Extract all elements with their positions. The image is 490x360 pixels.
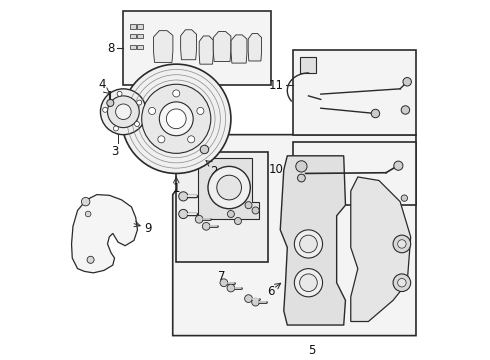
Circle shape [245,202,252,209]
Circle shape [200,145,209,154]
Bar [138,34,143,39]
Bar [130,34,136,39]
Circle shape [300,235,317,253]
Text: 9: 9 [145,222,152,235]
Circle shape [179,210,188,219]
Polygon shape [173,135,416,336]
Circle shape [196,215,203,223]
Circle shape [100,89,147,135]
Polygon shape [280,156,345,325]
Text: 4: 4 [98,78,106,91]
Circle shape [217,175,242,200]
Circle shape [403,77,412,86]
Bar [130,24,136,29]
Circle shape [197,107,204,114]
Text: 1: 1 [172,182,180,195]
Circle shape [208,166,250,209]
Polygon shape [199,36,213,64]
Circle shape [116,104,131,120]
Circle shape [179,192,188,201]
Text: 2: 2 [210,165,217,177]
Bar [293,142,416,205]
Circle shape [167,109,186,129]
Text: 5: 5 [308,345,316,357]
Text: 3: 3 [111,145,118,158]
Polygon shape [231,35,247,63]
Circle shape [220,279,228,287]
Circle shape [148,107,156,114]
Polygon shape [213,32,231,62]
Circle shape [173,90,180,97]
Bar [123,11,271,85]
Circle shape [227,284,235,292]
Circle shape [85,211,91,217]
Circle shape [300,274,317,292]
Circle shape [135,122,140,126]
Circle shape [245,295,252,302]
Circle shape [117,91,122,96]
Polygon shape [72,195,138,273]
Circle shape [114,126,119,131]
Circle shape [297,174,305,182]
Polygon shape [351,177,411,321]
Bar [293,50,416,135]
Circle shape [87,256,94,263]
Circle shape [227,211,234,217]
Text: 7: 7 [219,270,226,283]
Circle shape [81,197,90,206]
Circle shape [394,161,403,170]
Circle shape [398,279,406,287]
Circle shape [107,96,139,127]
Circle shape [142,84,211,153]
Polygon shape [198,158,259,219]
Circle shape [252,298,259,306]
Circle shape [234,217,242,225]
Circle shape [296,161,307,172]
Circle shape [401,195,408,201]
Polygon shape [248,33,262,61]
Text: 6: 6 [267,285,274,298]
Circle shape [122,64,231,174]
Polygon shape [153,31,173,62]
Bar [138,45,143,49]
Circle shape [371,109,380,118]
Circle shape [107,99,114,107]
Circle shape [252,207,259,214]
Circle shape [393,235,411,253]
Circle shape [393,274,411,292]
Circle shape [202,222,210,230]
Circle shape [103,107,108,112]
Bar [138,24,143,29]
Circle shape [188,136,195,143]
Circle shape [158,136,165,143]
Circle shape [294,230,322,258]
Text: 10: 10 [269,163,284,176]
Bar [300,57,316,73]
Bar [130,45,136,49]
Circle shape [398,240,406,248]
Circle shape [294,269,322,297]
Circle shape [137,100,142,105]
Polygon shape [181,30,196,60]
Text: 8: 8 [107,42,115,55]
Bar [176,152,268,262]
Circle shape [401,106,410,114]
Circle shape [159,102,193,136]
Text: 11: 11 [269,79,284,92]
